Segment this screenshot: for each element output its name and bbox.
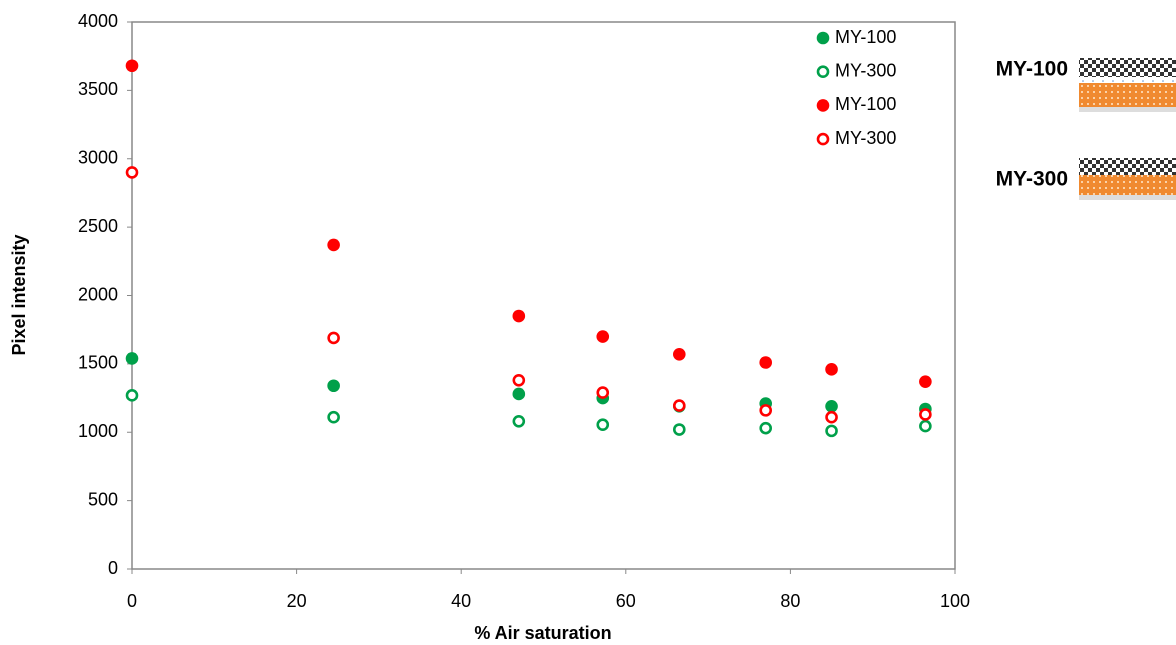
point	[759, 404, 773, 417]
point	[825, 424, 838, 438]
point	[825, 399, 838, 413]
point	[125, 389, 139, 402]
y-tick-label: 0	[108, 558, 118, 578]
point	[125, 59, 139, 73]
y-tick-label: 2500	[78, 216, 118, 236]
y-tick-label: 500	[88, 489, 118, 509]
side-label: MY-100	[996, 58, 1068, 81]
point	[759, 356, 773, 369]
y-tick-label: 1500	[78, 353, 118, 373]
x-tick-label: 60	[616, 591, 636, 611]
point	[825, 363, 838, 376]
side-label: MY-300	[996, 168, 1068, 191]
legend-marker	[816, 31, 830, 45]
legend-label: MY-100	[835, 94, 896, 114]
legend-label: MY-300	[835, 60, 896, 80]
x-tick-label: 40	[451, 591, 471, 611]
y-tick-label: 3000	[78, 148, 118, 168]
layer	[1079, 195, 1176, 200]
point	[596, 330, 610, 343]
legend-label: MY-100	[835, 27, 896, 47]
x-axis-title: % Air saturation	[474, 623, 611, 643]
layer	[1079, 83, 1176, 107]
side-diagram: MY-100 MY-300	[996, 58, 1176, 200]
point	[125, 352, 139, 365]
x-tick-label: 0	[127, 591, 137, 611]
point	[919, 408, 932, 421]
y-tick-label: 2000	[78, 284, 118, 304]
layer	[1079, 175, 1176, 195]
point	[327, 379, 340, 393]
point	[512, 387, 526, 401]
point	[759, 421, 773, 435]
y-axis-title: Pixel intensity	[9, 234, 29, 355]
layer	[1079, 77, 1176, 83]
point	[327, 410, 340, 424]
point	[672, 399, 686, 412]
point	[512, 373, 526, 387]
point	[512, 415, 526, 428]
point	[919, 419, 932, 433]
point	[672, 348, 686, 361]
legend-marker	[816, 132, 830, 146]
point	[596, 418, 610, 432]
layer	[1079, 158, 1176, 175]
x-tick-label: 80	[780, 591, 800, 611]
point	[672, 423, 686, 436]
point	[327, 331, 340, 345]
y-tick-label: 4000	[78, 11, 118, 31]
x-tick-label: 100	[940, 591, 970, 611]
plot-frame	[131, 21, 956, 570]
legend-label: MY-300	[835, 128, 896, 148]
point	[919, 375, 932, 388]
x-tick-label: 20	[287, 591, 307, 611]
layer	[1079, 58, 1176, 77]
layer	[1079, 107, 1176, 112]
y-tick-label: 3500	[78, 79, 118, 99]
point	[596, 386, 610, 399]
point	[327, 238, 340, 252]
point	[512, 309, 526, 323]
point	[825, 410, 838, 424]
legend-marker	[816, 65, 830, 78]
point	[125, 166, 139, 179]
y-tick-label: 1000	[78, 421, 118, 441]
legend-marker	[816, 99, 830, 112]
